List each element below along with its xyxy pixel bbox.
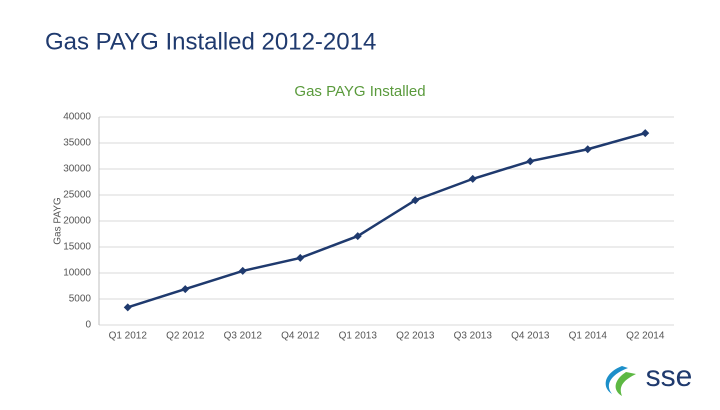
x-tick-label: Q4 2012	[281, 331, 320, 342]
data-point	[411, 196, 420, 205]
y-tick-label: 15000	[63, 242, 91, 253]
x-tick-label: Q2 2013	[396, 331, 435, 342]
y-tick-label: 0	[85, 320, 91, 331]
y-tick-label: 5000	[69, 294, 92, 305]
y-tick-label: 10000	[63, 268, 91, 279]
data-point	[583, 145, 592, 154]
y-tick-label: 25000	[63, 190, 91, 201]
x-tick-label: Q1 2013	[339, 331, 378, 342]
data-point	[641, 129, 650, 138]
data-point	[296, 253, 305, 262]
data-point	[468, 174, 477, 183]
data-point	[123, 303, 132, 312]
x-tick-label: Q1 2012	[109, 331, 148, 342]
y-tick-label: 40000	[63, 112, 91, 123]
data-point	[526, 157, 535, 166]
logo-text: sse	[646, 360, 693, 393]
x-tick-label: Q1 2014	[569, 331, 608, 342]
x-tick-label: Q2 2014	[626, 331, 665, 342]
data-point	[181, 285, 190, 294]
series-line	[127, 131, 646, 309]
y-tick-label: 30000	[63, 164, 91, 175]
x-tick-label: Q3 2012	[224, 331, 263, 342]
logo-mark	[605, 366, 636, 396]
x-tick-label: Q2 2012	[166, 331, 205, 342]
data-point	[238, 266, 247, 275]
y-tick-label: 20000	[63, 216, 91, 227]
data-point	[353, 232, 362, 241]
x-tick-label: Q4 2013	[511, 331, 550, 342]
slide-title: Gas PAYG Installed 2012-2014	[45, 28, 376, 55]
y-tick-label: 35000	[63, 138, 91, 149]
y-axis-label: Gas PAYG	[53, 197, 64, 245]
chart-title: Gas PAYG Installed	[294, 83, 425, 100]
x-tick-label: Q3 2013	[454, 331, 493, 342]
